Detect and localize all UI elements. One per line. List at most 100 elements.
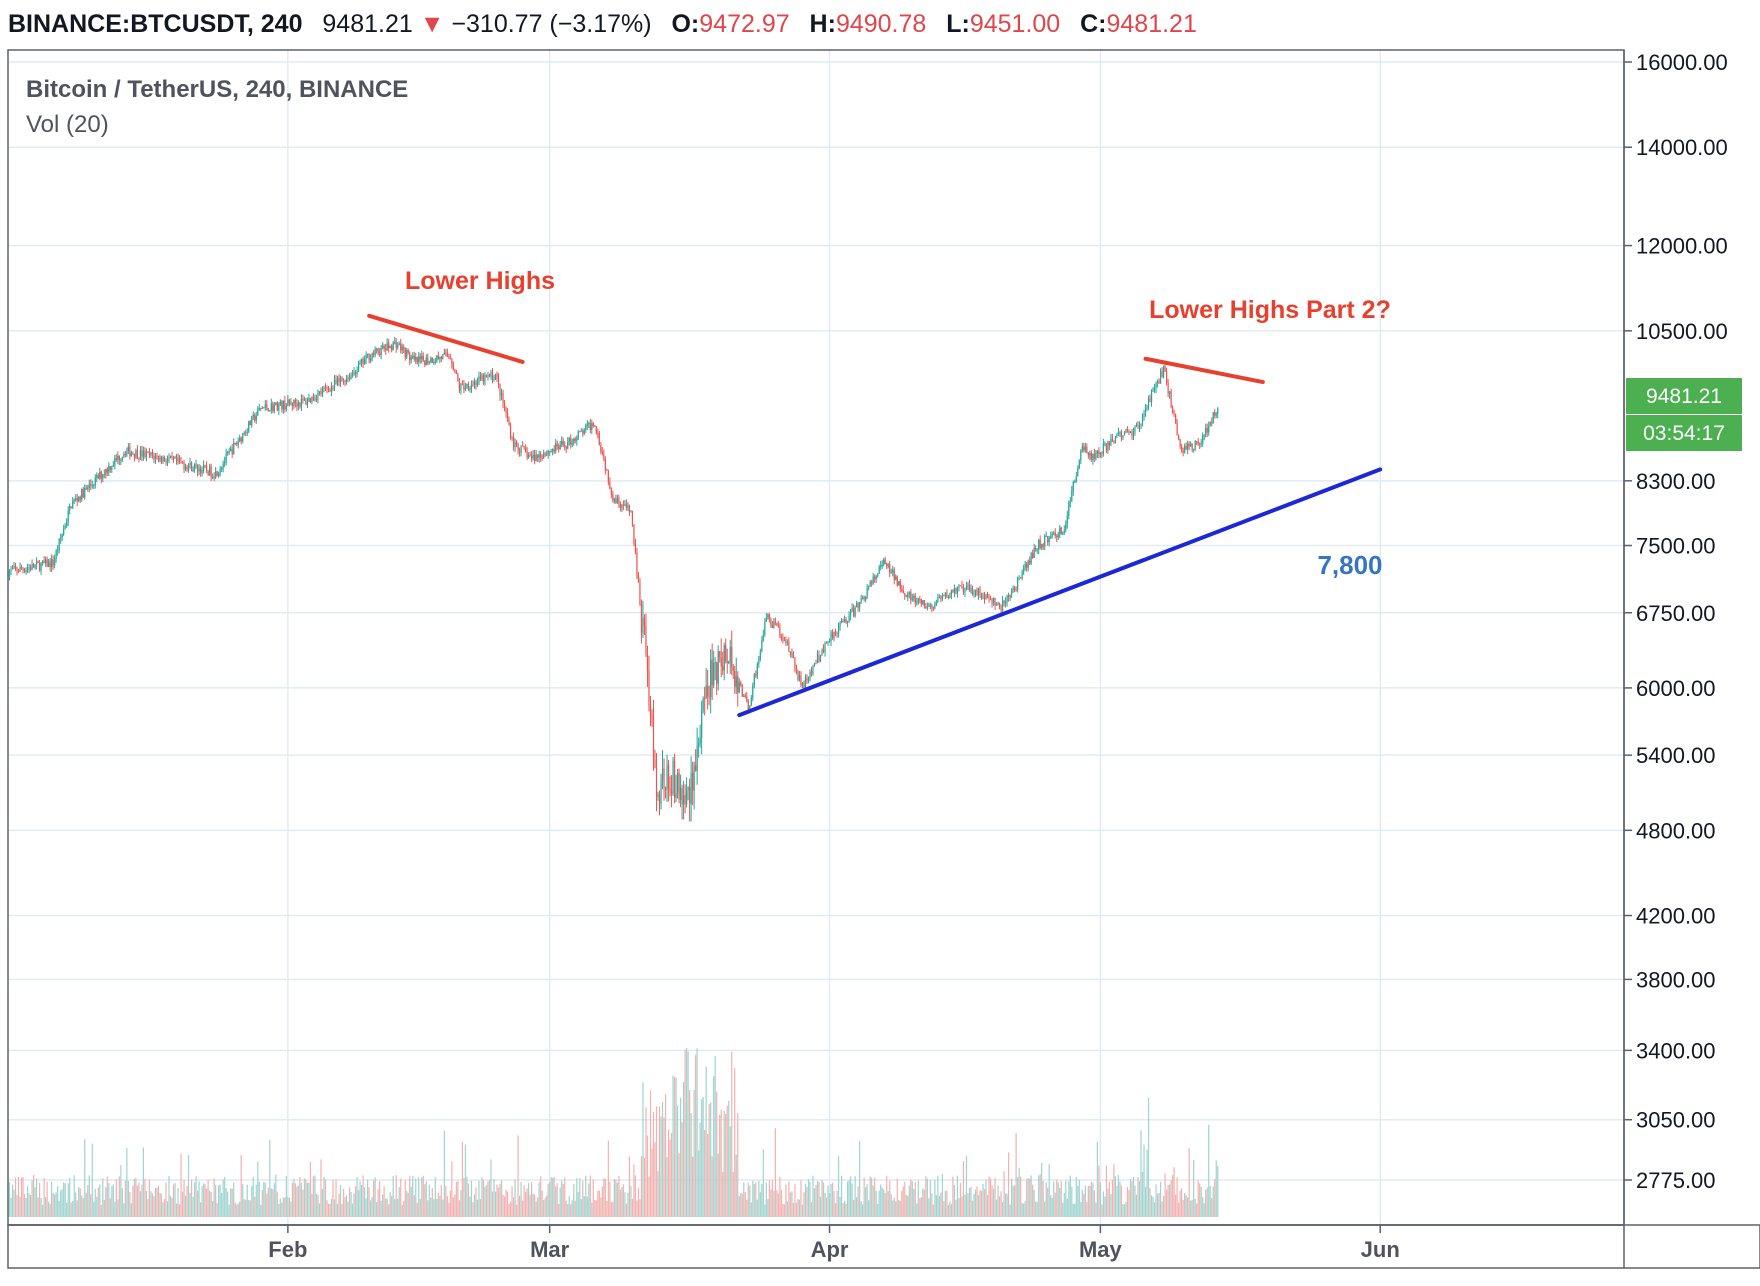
candle xyxy=(636,547,638,580)
volume-bar xyxy=(920,1197,922,1217)
candle xyxy=(156,452,158,460)
volume-bar xyxy=(126,1148,128,1217)
volume-bar xyxy=(78,1186,80,1217)
volume-bar xyxy=(272,1189,274,1217)
candle xyxy=(193,463,196,473)
candle xyxy=(719,651,721,663)
candle xyxy=(791,648,793,659)
volume-bar xyxy=(434,1177,436,1217)
candle xyxy=(79,495,81,504)
volume-bar xyxy=(728,1100,730,1217)
volume-bar xyxy=(622,1184,625,1217)
candle xyxy=(1086,443,1088,454)
candle xyxy=(935,599,937,607)
volume-bar xyxy=(874,1177,876,1217)
candle xyxy=(1101,451,1103,459)
volume-bar xyxy=(1205,1189,1207,1217)
volume-bar xyxy=(135,1177,137,1217)
volume-bar xyxy=(54,1194,56,1217)
candle xyxy=(177,453,179,465)
candle xyxy=(1146,404,1148,412)
volume-bar xyxy=(853,1199,855,1217)
volume-bar xyxy=(469,1196,471,1217)
volume-bar xyxy=(571,1200,573,1217)
volume-bar xyxy=(783,1204,786,1217)
candle xyxy=(248,420,250,433)
volume-bar xyxy=(850,1176,852,1217)
volume-bar xyxy=(810,1202,813,1217)
volume-bar xyxy=(1114,1176,1117,1217)
candle xyxy=(740,680,742,687)
volume-bar xyxy=(1156,1193,1159,1217)
candle xyxy=(685,777,688,808)
volume-bar xyxy=(962,1161,965,1217)
volume-bar xyxy=(37,1197,39,1217)
candle xyxy=(374,346,376,358)
volume-bar xyxy=(798,1199,801,1217)
volume-bar xyxy=(1184,1193,1186,1217)
candle xyxy=(1099,452,1101,458)
volume-bar xyxy=(974,1189,977,1217)
candle xyxy=(893,567,895,585)
candle xyxy=(234,442,236,446)
volume-bar xyxy=(288,1197,290,1217)
volume-bar xyxy=(555,1186,557,1217)
candle xyxy=(105,468,107,479)
y-tick-label: 6000.00 xyxy=(1636,676,1716,701)
candle xyxy=(410,354,412,364)
volume-bar xyxy=(1143,1144,1145,1217)
candle xyxy=(493,374,495,382)
volume-bar xyxy=(445,1185,447,1217)
candle xyxy=(690,756,692,822)
candle xyxy=(1090,450,1092,462)
volume-bar xyxy=(1116,1185,1118,1217)
volume-bar xyxy=(532,1193,534,1217)
candle xyxy=(1044,533,1046,551)
candle xyxy=(529,451,531,457)
candle xyxy=(1158,378,1160,384)
candle xyxy=(350,372,352,380)
volume-bar xyxy=(1125,1201,1127,1217)
volume-bar xyxy=(1050,1195,1052,1217)
candle xyxy=(756,662,758,680)
candle xyxy=(701,700,703,755)
candle xyxy=(278,402,280,416)
close-value: 9481.21 xyxy=(1106,10,1197,38)
candle xyxy=(1116,432,1118,439)
candle xyxy=(710,649,712,714)
candle xyxy=(711,643,713,701)
volume-bar xyxy=(35,1178,38,1217)
open-value: 9472.97 xyxy=(699,10,790,38)
candle xyxy=(249,420,251,426)
candle xyxy=(815,659,817,665)
candle xyxy=(184,463,187,472)
candle xyxy=(810,666,813,677)
volume-bar xyxy=(846,1181,849,1217)
candle xyxy=(345,374,348,385)
candle xyxy=(785,636,787,646)
candle xyxy=(299,402,301,409)
candle xyxy=(376,347,378,354)
volume-bar xyxy=(1047,1187,1049,1217)
volume-bar xyxy=(743,1182,745,1217)
volume-bar xyxy=(580,1199,582,1217)
price-change: −310.77 (−3.17%) xyxy=(451,10,652,38)
candle xyxy=(1047,535,1049,546)
candle xyxy=(880,560,882,571)
candle xyxy=(49,557,51,572)
candle xyxy=(418,351,420,367)
candle xyxy=(35,557,38,570)
volume-bar xyxy=(279,1198,281,1217)
volume-bar xyxy=(1137,1176,1139,1217)
volume-bar xyxy=(1178,1202,1180,1217)
candle xyxy=(773,618,775,629)
candle xyxy=(55,548,57,563)
volume-bar xyxy=(615,1179,617,1217)
volume-bar xyxy=(470,1180,473,1217)
candle xyxy=(100,470,102,484)
volume-bar xyxy=(952,1176,954,1217)
candle xyxy=(1132,427,1135,441)
candle xyxy=(148,447,151,459)
candle xyxy=(856,600,858,608)
